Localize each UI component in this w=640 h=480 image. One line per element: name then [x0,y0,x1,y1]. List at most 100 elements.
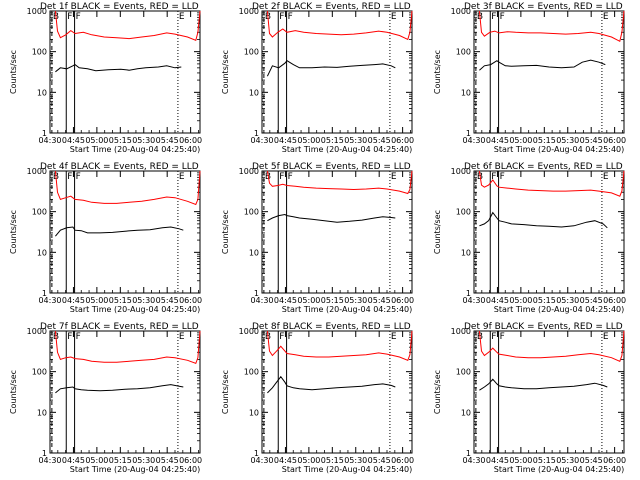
series-lld [266,10,413,41]
series-events [267,213,396,223]
y-tick-label: 10 [37,248,47,257]
y-tick-label: 1 [42,129,47,138]
y-axis-label: Counts/sec [221,370,230,414]
marker-label: E [603,332,609,342]
x-tick-label: 05:45 [580,456,603,465]
x-axis-label: Start Time (20-Aug-04 04:25:40) [282,145,413,154]
x-tick-label: 04:45 [62,456,85,465]
y-tick-label: 1 [466,449,471,458]
series-events [55,64,182,73]
y-tick-label: 10 [461,408,471,417]
marker-label: F [76,172,81,182]
x-axis-label: Start Time (20-Aug-04 04:25:40) [70,305,201,314]
y-tick-label: 100 [32,48,47,57]
plot-frame [49,330,201,454]
plot-frame [261,330,413,454]
y-tick-label: 10 [461,248,471,257]
series-events [267,375,396,394]
y-tick-label: 1000 [451,7,471,16]
y-tick-label: 100 [32,208,47,217]
y-axis-label: Counts/sec [221,210,230,254]
marker-label: F [279,172,284,182]
marker-label: F [500,332,505,342]
marker-label: F [500,172,505,182]
x-tick-label: 06:00 [179,456,202,465]
x-tick-label: 04:30 [250,296,273,305]
x-tick-label: 04:30 [462,136,485,145]
x-tick-label: 05:30 [132,136,155,145]
x-tick-label: 05:00 [297,136,320,145]
y-tick-label: 100 [244,208,259,217]
x-tick-label: 05:30 [556,136,579,145]
marker-label: F [500,12,505,22]
series-events [55,226,184,237]
series-lld [54,10,201,41]
marker-label: F [288,12,293,22]
marker-label: E [391,172,397,182]
x-tick-label: 06:00 [179,136,202,145]
y-axis-label: Counts/sec [9,210,18,254]
series-lld [266,330,413,361]
y-tick-label: 10 [461,88,471,97]
x-tick-label: 05:00 [85,456,108,465]
marker-label: F [76,332,81,342]
x-tick-label: 05:00 [509,456,532,465]
detector-plot-9: Det 9f BLACK = Events, RED = LLD 1 10 100 10… [433,322,626,474]
series-lld [54,170,201,206]
plot-title: Det 5f BLACK = Events, RED = LLD [252,162,411,172]
y-tick-label: 100 [32,368,47,377]
y-tick-label: 1000 [27,7,47,16]
y-axis-label: Counts/sec [433,210,442,254]
x-tick-label: 05:45 [156,296,179,305]
x-tick-label: 05:45 [368,296,391,305]
plot-title: Det 9f BLACK = Events, RED = LLD [464,322,623,332]
x-tick-label: 05:15 [533,296,556,305]
y-tick-label: 1 [466,129,471,138]
x-tick-label: 06:00 [391,136,414,145]
y-tick-label: 1000 [239,7,259,16]
x-tick-label: 05:15 [321,296,344,305]
series-lld [478,170,625,197]
x-tick-label: 05:30 [132,456,155,465]
y-tick-label: 10 [37,88,47,97]
y-tick-label: 1000 [27,167,47,176]
y-tick-label: 10 [249,88,259,97]
x-tick-label: 04:30 [462,456,485,465]
x-tick-label: 05:15 [533,136,556,145]
x-tick-label: 05:00 [509,296,532,305]
marker-label: F [76,12,81,22]
marker-label: E [603,12,609,22]
x-tick-label: 06:00 [603,296,626,305]
series-lld [54,330,201,365]
x-axis-label: Start Time (20-Aug-04 04:25:40) [494,145,625,154]
detector-plot-7: Det 7f BLACK = Events, RED = LLD 1 10 100 10… [9,322,202,474]
y-tick-label: 10 [249,408,259,417]
x-tick-label: 05:00 [85,296,108,305]
x-tick-label: 04:45 [486,296,509,305]
x-tick-label: 04:45 [62,296,85,305]
series-lld [266,170,413,195]
detector-plot-1: Det 1f BLACK = Events, RED = LLD 1 10 100 10… [9,2,202,154]
plot-frame [261,10,413,134]
x-tick-label: 05:00 [509,136,532,145]
x-tick-label: 05:00 [297,296,320,305]
x-tick-label: 04:30 [38,456,61,465]
detector-plot-2: Det 2f BLACK = Events, RED = LLD 1 10 100 10… [221,2,414,154]
y-tick-label: 1000 [451,327,471,336]
x-tick-label: 05:45 [156,456,179,465]
y-tick-label: 1 [42,449,47,458]
marker-label: F [491,332,496,342]
x-axis-label: Start Time (20-Aug-04 04:25:40) [70,145,201,154]
plot-title: Det 1f BLACK = Events, RED = LLD [40,2,199,12]
y-tick-label: 100 [244,48,259,57]
y-tick-label: 1000 [451,167,471,176]
x-tick-label: 05:45 [368,136,391,145]
y-tick-label: 1 [42,289,47,298]
x-tick-label: 06:00 [391,456,414,465]
y-axis-label: Counts/sec [9,50,18,94]
plot-title: Det 4f BLACK = Events, RED = LLD [40,162,199,172]
plot-title: Det 3f BLACK = Events, RED = LLD [464,2,623,12]
y-tick-label: 100 [456,368,471,377]
x-tick-label: 05:30 [556,296,579,305]
y-axis-label: Counts/sec [221,50,230,94]
